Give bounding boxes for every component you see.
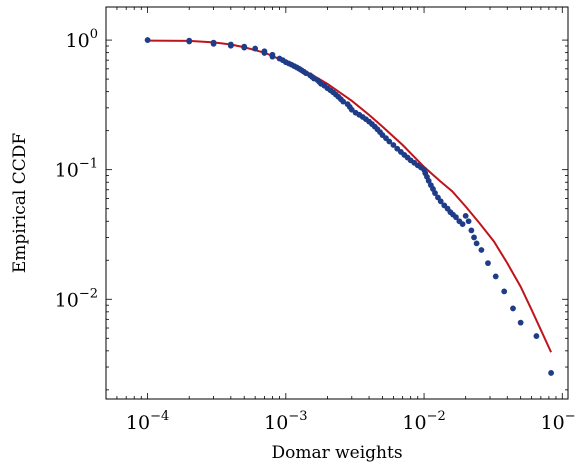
data-point <box>492 273 499 280</box>
data-point <box>425 177 432 184</box>
data-point <box>462 212 469 219</box>
y-tick-label: 10−1 <box>55 157 98 182</box>
x-tick-label: 10−1 <box>541 409 577 434</box>
data-point <box>459 221 466 228</box>
data-point <box>269 53 276 60</box>
plot-frame <box>105 6 569 400</box>
data-point <box>437 198 444 205</box>
data-point <box>390 142 397 148</box>
data-point <box>386 138 393 145</box>
data-point <box>340 98 347 105</box>
data-point <box>510 305 516 312</box>
data-point <box>453 214 459 221</box>
data-point <box>144 37 151 43</box>
data-point <box>465 218 472 225</box>
data-point <box>471 234 477 241</box>
y-axis-label: Empirical CCDF <box>10 133 30 274</box>
data-point <box>533 333 540 339</box>
y-tick-label: 10−2 <box>55 286 98 311</box>
y-tick-label: 100 <box>66 27 98 52</box>
data-point <box>548 370 554 376</box>
fit-line <box>147 39 552 353</box>
data-point <box>517 319 524 326</box>
data-point <box>261 50 268 56</box>
x-tick-label: 10−3 <box>264 409 307 434</box>
x-tick-label: 10−2 <box>402 409 445 434</box>
plot-marks <box>144 37 554 376</box>
data-point <box>473 240 480 247</box>
data-point <box>501 288 508 295</box>
x-axis-label: Domar weights <box>271 443 402 463</box>
data-point <box>432 190 438 196</box>
data-point <box>252 45 259 52</box>
data-point <box>210 40 217 47</box>
data-point <box>485 260 491 267</box>
data-point <box>468 227 475 234</box>
data-point <box>227 42 234 49</box>
data-point <box>241 44 248 51</box>
data-point <box>478 247 485 253</box>
x-tick-label: 10−4 <box>126 409 169 434</box>
data-point <box>186 38 193 45</box>
axis-ticks: 10−4 10−3 10−2 10−1 100 10−1 10−2 <box>55 7 577 434</box>
